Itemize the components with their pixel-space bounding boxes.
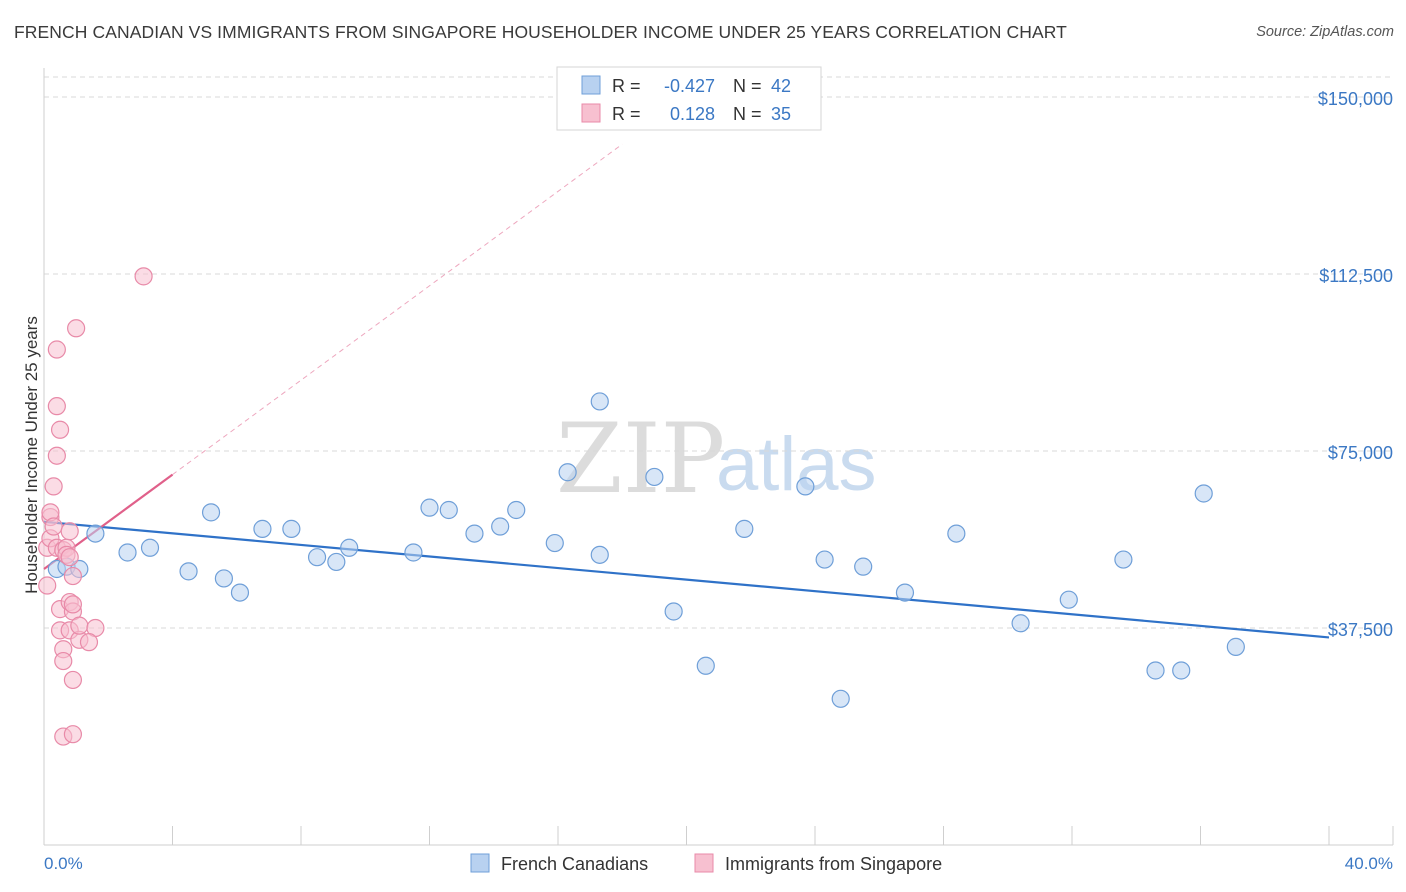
legend-n-value-1: 42 — [771, 76, 791, 96]
french-canadian-point-6 — [179, 562, 198, 581]
french-canadian-point-5 — [140, 538, 160, 557]
y-axis-label: Householder Income Under 25 years — [22, 316, 41, 594]
singapore-point-34 — [134, 267, 153, 286]
french-canadian-point-39 — [1226, 637, 1245, 656]
french-canadian-point-17 — [439, 500, 458, 520]
french-canadian-point-14 — [340, 538, 359, 557]
singapore-point-8 — [47, 446, 66, 465]
french-canadian-point-29 — [796, 477, 815, 496]
singapore-point-31 — [70, 616, 89, 635]
french-canadian-point-23 — [590, 392, 609, 411]
singapore-point-25 — [60, 522, 79, 541]
bottom-legend-label-pink: Immigrants from Singapore — [725, 854, 942, 874]
singapore-point-22 — [63, 670, 83, 690]
french-canadian-point-40 — [1146, 661, 1165, 680]
data-points — [38, 267, 1245, 746]
french-canadian-point-37 — [1114, 550, 1133, 569]
french-canadian-point-21 — [545, 533, 564, 553]
singapore-point-11 — [50, 420, 70, 439]
french-canadian-point-33 — [895, 583, 915, 602]
axes — [43, 68, 1394, 846]
x-tick-label-0: 0.0% — [44, 854, 83, 873]
singapore-point-24 — [63, 595, 83, 614]
french-canadian-point-9 — [230, 583, 250, 602]
singapore-point-5 — [44, 477, 63, 496]
french-canadian-point-7 — [201, 503, 221, 522]
french-canadian-point-30 — [815, 550, 834, 569]
french-canadian-point-22 — [558, 463, 577, 482]
singapore-point-27 — [63, 566, 83, 586]
singapore-point-7 — [47, 397, 66, 416]
bottom-legend-label-blue: French Canadians — [501, 854, 648, 874]
french-canadian-point-35 — [1011, 614, 1030, 633]
y-tick-label-2: $112,500 — [1319, 266, 1393, 286]
french-canadian-point-3 — [86, 524, 105, 543]
source-label: Source: ZipAtlas.com — [1256, 24, 1394, 40]
y-tick-labels: $37,500 $75,000 $112,500 $150,000 — [1318, 89, 1393, 640]
bottom-legend-swatch-blue — [470, 853, 490, 873]
chart-title: FRENCH CANADIAN VS IMMIGRANTS FROM SINGA… — [14, 22, 1067, 42]
watermark-zip: ZIP — [556, 403, 725, 515]
french-canadian-point-32 — [854, 557, 873, 576]
french-canadian-point-38 — [1194, 484, 1213, 503]
french-canadian-trend-line — [43, 520, 1330, 639]
y-tick-label-1: $75,000 — [1328, 443, 1393, 463]
legend-swatch-pink — [581, 103, 601, 123]
singapore-point-26 — [60, 548, 79, 567]
french-canadian-point-16 — [420, 498, 439, 517]
x-tick-label-1: 40.0% — [1345, 854, 1393, 873]
grid-lines — [44, 76, 1393, 629]
singapore-point-16 — [54, 651, 73, 671]
legend-box: R = -0.427 N = 42 R = 0.128 N = 35 — [556, 66, 822, 131]
french-canadian-point-19 — [491, 517, 510, 536]
french-canadian-point-26 — [664, 602, 683, 621]
french-canadian-point-28 — [735, 519, 754, 538]
french-canadian-point-36 — [1059, 590, 1078, 609]
legend-r-label-2: R = — [612, 104, 641, 124]
french-canadian-point-18 — [465, 524, 484, 543]
french-canadian-point-13 — [327, 552, 346, 572]
x-tick-labels: 0.0% 40.0% — [44, 854, 1393, 873]
french-canadian-point-34 — [947, 524, 966, 543]
french-canadian-point-24 — [590, 545, 609, 564]
french-canadian-point-15 — [404, 543, 423, 562]
trend-lines — [43, 143, 1330, 639]
french-canadian-point-4 — [118, 543, 137, 562]
legend-r-label-1: R = — [612, 76, 641, 96]
legend-r-value-2: 0.128 — [670, 104, 715, 124]
french-canadian-point-8 — [214, 569, 233, 588]
french-canadian-point-41 — [1172, 661, 1191, 680]
y-tick-label-0: $37,500 — [1328, 620, 1393, 640]
legend-n-label-1: N = — [733, 76, 762, 96]
french-canadian-point-10 — [253, 519, 272, 538]
legend-n-label-2: N = — [733, 104, 762, 124]
french-canadian-point-20 — [507, 500, 526, 520]
singapore-point-0 — [38, 576, 57, 595]
french-canadian-point-31 — [831, 689, 850, 708]
watermark-atlas: atlas — [716, 422, 877, 507]
y-tick-label-3: $150,000 — [1318, 89, 1393, 109]
legend-swatch-blue — [581, 75, 601, 95]
singapore-point-33 — [79, 633, 99, 652]
french-canadian-point-11 — [282, 519, 301, 538]
singapore-point-29 — [67, 319, 86, 338]
singapore-trend-extension — [172, 143, 623, 476]
french-canadian-point-12 — [307, 548, 327, 567]
singapore-point-28 — [63, 725, 83, 744]
bottom-legend-swatch-pink — [694, 853, 714, 873]
french-canadian-point-25 — [645, 467, 664, 487]
singapore-point-9 — [47, 340, 66, 359]
legend-r-value-1: -0.427 — [664, 76, 715, 96]
legend-n-value-2: 35 — [771, 104, 791, 124]
bottom-legend: French Canadians Immigrants from Singapo… — [470, 853, 942, 874]
french-canadian-point-27 — [696, 656, 715, 675]
singapore-point-6 — [44, 517, 63, 536]
